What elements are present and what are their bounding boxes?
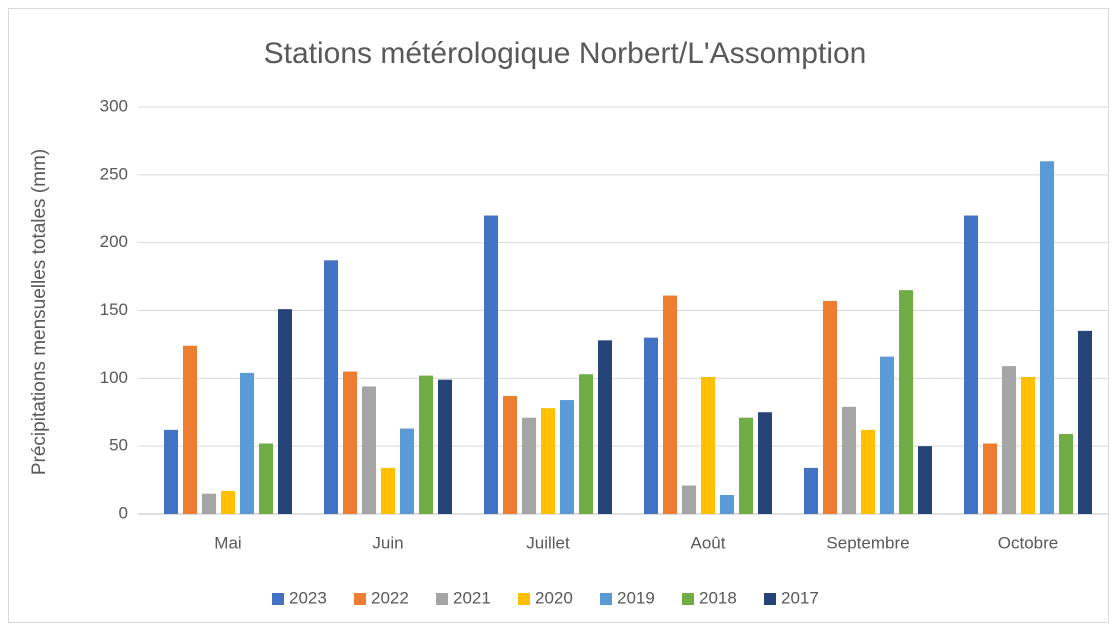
bar bbox=[682, 485, 696, 514]
bar bbox=[663, 295, 677, 514]
y-tick-label: 150 bbox=[100, 300, 128, 319]
bar bbox=[983, 443, 997, 514]
bar bbox=[758, 412, 772, 514]
bar bbox=[861, 429, 875, 514]
x-tick-label: Octobre bbox=[998, 533, 1058, 552]
bar bbox=[522, 417, 536, 514]
bar bbox=[484, 215, 498, 515]
y-tick-label: 50 bbox=[109, 436, 128, 455]
bar bbox=[579, 374, 593, 514]
bar bbox=[438, 379, 452, 514]
y-tick-label: 100 bbox=[100, 368, 128, 387]
bar bbox=[899, 290, 913, 514]
legend-swatch bbox=[764, 593, 776, 605]
bar bbox=[1059, 433, 1073, 514]
x-tick-label: Mai bbox=[214, 533, 241, 552]
bar bbox=[1002, 366, 1016, 514]
x-tick-label: Août bbox=[691, 533, 726, 552]
bar bbox=[1078, 330, 1092, 514]
bar bbox=[880, 356, 894, 514]
bar bbox=[202, 493, 216, 514]
bar bbox=[503, 395, 517, 514]
y-tick-label: 300 bbox=[100, 96, 128, 115]
bar bbox=[240, 372, 254, 514]
legend-label: 2023 bbox=[289, 588, 327, 607]
bar bbox=[701, 376, 715, 514]
bar bbox=[278, 309, 292, 514]
bar bbox=[560, 400, 574, 514]
bar bbox=[1040, 161, 1054, 514]
bar bbox=[644, 337, 658, 514]
x-tick-label: Juillet bbox=[526, 533, 570, 552]
legend-swatch bbox=[682, 593, 694, 605]
legend-swatch bbox=[600, 593, 612, 605]
bar bbox=[739, 417, 753, 514]
bar bbox=[324, 260, 338, 514]
bar bbox=[918, 446, 932, 514]
legend-label: 2022 bbox=[371, 588, 409, 607]
y-tick-label: 200 bbox=[100, 232, 128, 251]
bar bbox=[381, 467, 395, 514]
bar bbox=[400, 428, 414, 514]
legend-swatch bbox=[354, 593, 366, 605]
bar bbox=[842, 406, 856, 514]
y-tick-label: 250 bbox=[100, 164, 128, 183]
bar bbox=[720, 495, 734, 514]
bar bbox=[598, 340, 612, 514]
bar bbox=[1021, 376, 1035, 514]
bar bbox=[164, 429, 178, 514]
x-tick-label: Juin bbox=[372, 533, 403, 552]
bar bbox=[362, 386, 376, 514]
bar bbox=[183, 345, 197, 514]
bar bbox=[823, 301, 837, 514]
bar bbox=[419, 375, 433, 514]
chart-title: Stations métérologique Norbert/L'Assompt… bbox=[264, 37, 867, 70]
chart-frame bbox=[8, 8, 1109, 623]
y-tick-label: 0 bbox=[119, 503, 128, 522]
legend-swatch bbox=[518, 593, 530, 605]
legend-label: 2019 bbox=[617, 588, 655, 607]
legend-swatch bbox=[272, 593, 284, 605]
bar bbox=[541, 408, 555, 514]
legend-swatch bbox=[436, 593, 448, 605]
legend-label: 2020 bbox=[535, 588, 573, 607]
bar bbox=[221, 490, 235, 514]
bar bbox=[259, 443, 273, 514]
bar bbox=[343, 371, 357, 514]
x-tick-label: Septembre bbox=[826, 533, 909, 552]
y-axis-label: Précipitations mensuelles totales (mm) bbox=[29, 149, 50, 475]
bar bbox=[964, 215, 978, 515]
legend-label: 2017 bbox=[781, 588, 819, 607]
bar bbox=[804, 467, 818, 514]
legend-label: 2021 bbox=[453, 588, 491, 607]
legend-label: 2018 bbox=[699, 588, 737, 607]
